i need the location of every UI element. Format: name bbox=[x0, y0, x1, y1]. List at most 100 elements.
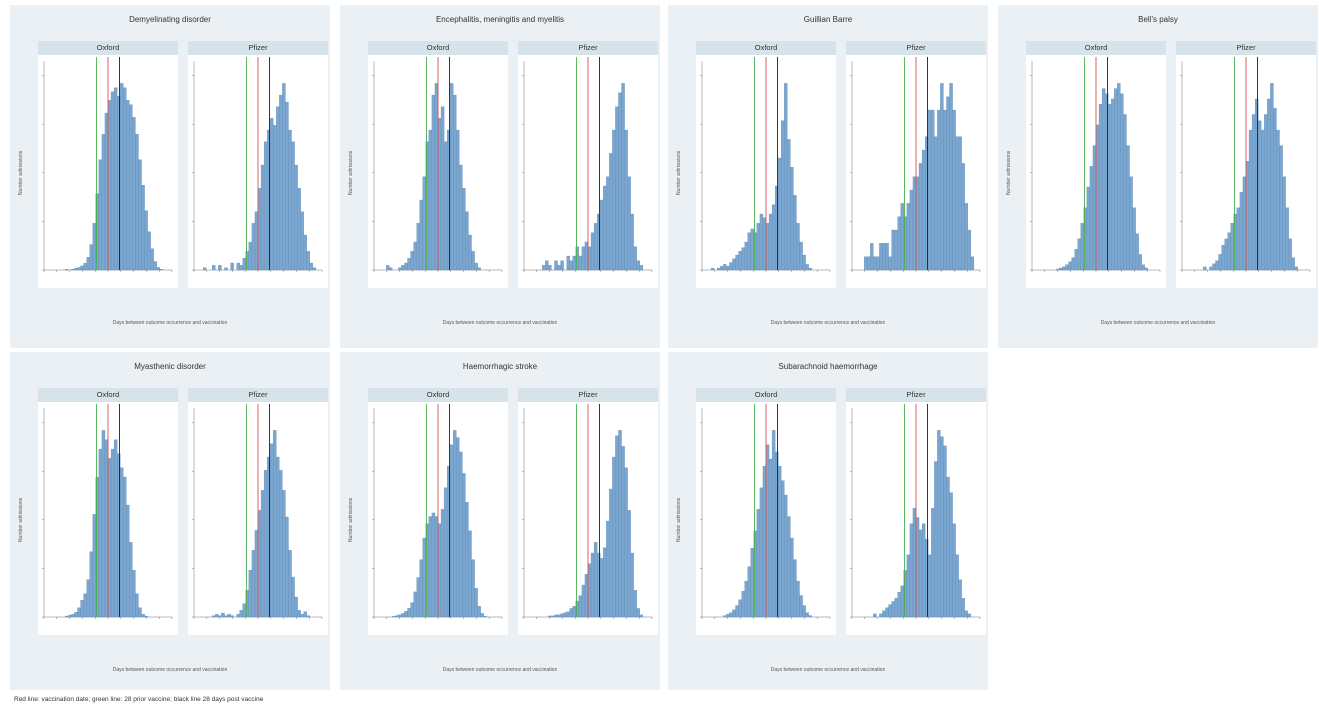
bar bbox=[578, 255, 583, 271]
bar bbox=[603, 185, 607, 271]
bar bbox=[279, 470, 283, 618]
bar bbox=[621, 83, 625, 271]
bar bbox=[931, 507, 935, 618]
bar bbox=[101, 134, 106, 271]
bar bbox=[419, 559, 423, 618]
bar bbox=[572, 255, 576, 271]
bar bbox=[600, 558, 604, 618]
bar bbox=[1212, 263, 1216, 271]
bar bbox=[639, 614, 644, 618]
bar bbox=[593, 223, 598, 271]
bar bbox=[135, 593, 139, 618]
bar bbox=[590, 552, 595, 618]
bar bbox=[768, 458, 773, 618]
bar bbox=[784, 494, 788, 618]
histogram-haemorrhagic-stroke-pfizer bbox=[522, 404, 653, 619]
bar bbox=[618, 430, 622, 618]
bar bbox=[1062, 266, 1066, 271]
bar bbox=[123, 476, 127, 618]
bar bbox=[584, 574, 589, 618]
bar bbox=[557, 614, 561, 618]
bar bbox=[735, 605, 739, 618]
bar bbox=[967, 613, 972, 618]
bar bbox=[312, 267, 317, 271]
bar bbox=[300, 614, 304, 618]
bar bbox=[74, 612, 78, 618]
bar bbox=[386, 265, 390, 271]
bar bbox=[799, 241, 803, 271]
chart-title-encephalitis-meningitis-and-myelitis: Encephalitis, meningitis and myelitis bbox=[435, 15, 565, 24]
bar bbox=[621, 446, 625, 618]
facet-strip-oxford: Oxford bbox=[368, 388, 508, 402]
bar bbox=[251, 550, 256, 618]
bar bbox=[294, 164, 298, 271]
bar bbox=[456, 437, 460, 618]
bar bbox=[68, 614, 72, 618]
bar bbox=[251, 223, 256, 271]
bar bbox=[873, 613, 877, 618]
bar bbox=[1056, 268, 1060, 271]
bar bbox=[159, 269, 164, 271]
facet-strip-pfizer: Pfizer bbox=[518, 41, 658, 55]
bar bbox=[431, 94, 436, 271]
bar bbox=[98, 159, 103, 271]
bar bbox=[741, 247, 745, 271]
bar bbox=[897, 216, 901, 271]
x-axis-label: Days between outcome occurrence and vacc… bbox=[112, 667, 228, 673]
facet-strip-pfizer: Pfizer bbox=[188, 388, 328, 402]
bar bbox=[74, 268, 78, 271]
bar bbox=[894, 598, 898, 618]
histogram-encephalitis-meningitis-and-myelitis-oxford bbox=[372, 57, 503, 272]
bar bbox=[949, 83, 953, 271]
bar bbox=[612, 456, 616, 618]
bar bbox=[477, 606, 481, 618]
bar bbox=[548, 265, 552, 271]
bar bbox=[218, 615, 222, 618]
bar bbox=[398, 267, 402, 271]
bar bbox=[542, 265, 546, 271]
bar bbox=[781, 480, 785, 618]
bar bbox=[793, 195, 797, 271]
bar bbox=[633, 590, 637, 618]
bar bbox=[624, 467, 628, 618]
bar bbox=[113, 439, 118, 618]
bar bbox=[627, 176, 631, 271]
bar bbox=[471, 559, 475, 618]
bar bbox=[955, 136, 959, 271]
bar bbox=[110, 448, 115, 618]
bar bbox=[870, 243, 874, 271]
bar bbox=[306, 615, 310, 618]
bar bbox=[1258, 120, 1262, 271]
bar bbox=[787, 516, 791, 618]
facet-strip-pfizer: Pfizer bbox=[846, 41, 986, 55]
bar bbox=[248, 241, 253, 271]
bar bbox=[732, 258, 736, 271]
bar bbox=[291, 141, 295, 271]
bar bbox=[603, 547, 607, 618]
bar bbox=[1098, 103, 1103, 271]
bar bbox=[909, 189, 914, 271]
bar bbox=[787, 139, 791, 271]
bar bbox=[784, 83, 788, 271]
bar bbox=[738, 599, 742, 618]
bar bbox=[1080, 223, 1084, 271]
bar bbox=[882, 243, 886, 271]
bar bbox=[584, 241, 589, 271]
bar bbox=[563, 612, 567, 618]
facet-strip-oxford: Oxford bbox=[38, 41, 178, 55]
bar bbox=[958, 136, 962, 271]
bar bbox=[615, 106, 619, 271]
facet-strip-oxford: Oxford bbox=[696, 41, 836, 55]
bar bbox=[717, 267, 721, 271]
bar bbox=[437, 118, 442, 271]
bar bbox=[882, 610, 886, 618]
bar bbox=[129, 104, 133, 271]
bar bbox=[120, 467, 124, 618]
bar bbox=[1285, 207, 1289, 271]
bar bbox=[961, 598, 965, 618]
bar bbox=[242, 603, 246, 618]
bar bbox=[419, 199, 423, 271]
bar bbox=[104, 112, 109, 271]
bar bbox=[747, 232, 751, 271]
bar bbox=[1114, 88, 1118, 271]
